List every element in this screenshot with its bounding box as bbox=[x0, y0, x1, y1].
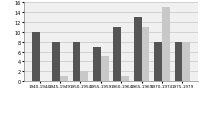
Bar bbox=[52, 42, 60, 81]
Bar bbox=[60, 77, 68, 81]
Bar bbox=[154, 42, 162, 81]
Bar bbox=[182, 42, 190, 81]
Bar bbox=[93, 47, 101, 81]
Bar bbox=[113, 28, 121, 81]
Bar bbox=[32, 33, 40, 81]
Bar bbox=[175, 42, 182, 81]
Bar bbox=[73, 42, 80, 81]
Bar bbox=[134, 18, 142, 81]
Bar bbox=[142, 28, 149, 81]
Bar bbox=[101, 57, 109, 81]
Bar bbox=[121, 77, 129, 81]
Bar bbox=[80, 72, 88, 81]
Bar bbox=[162, 8, 170, 81]
